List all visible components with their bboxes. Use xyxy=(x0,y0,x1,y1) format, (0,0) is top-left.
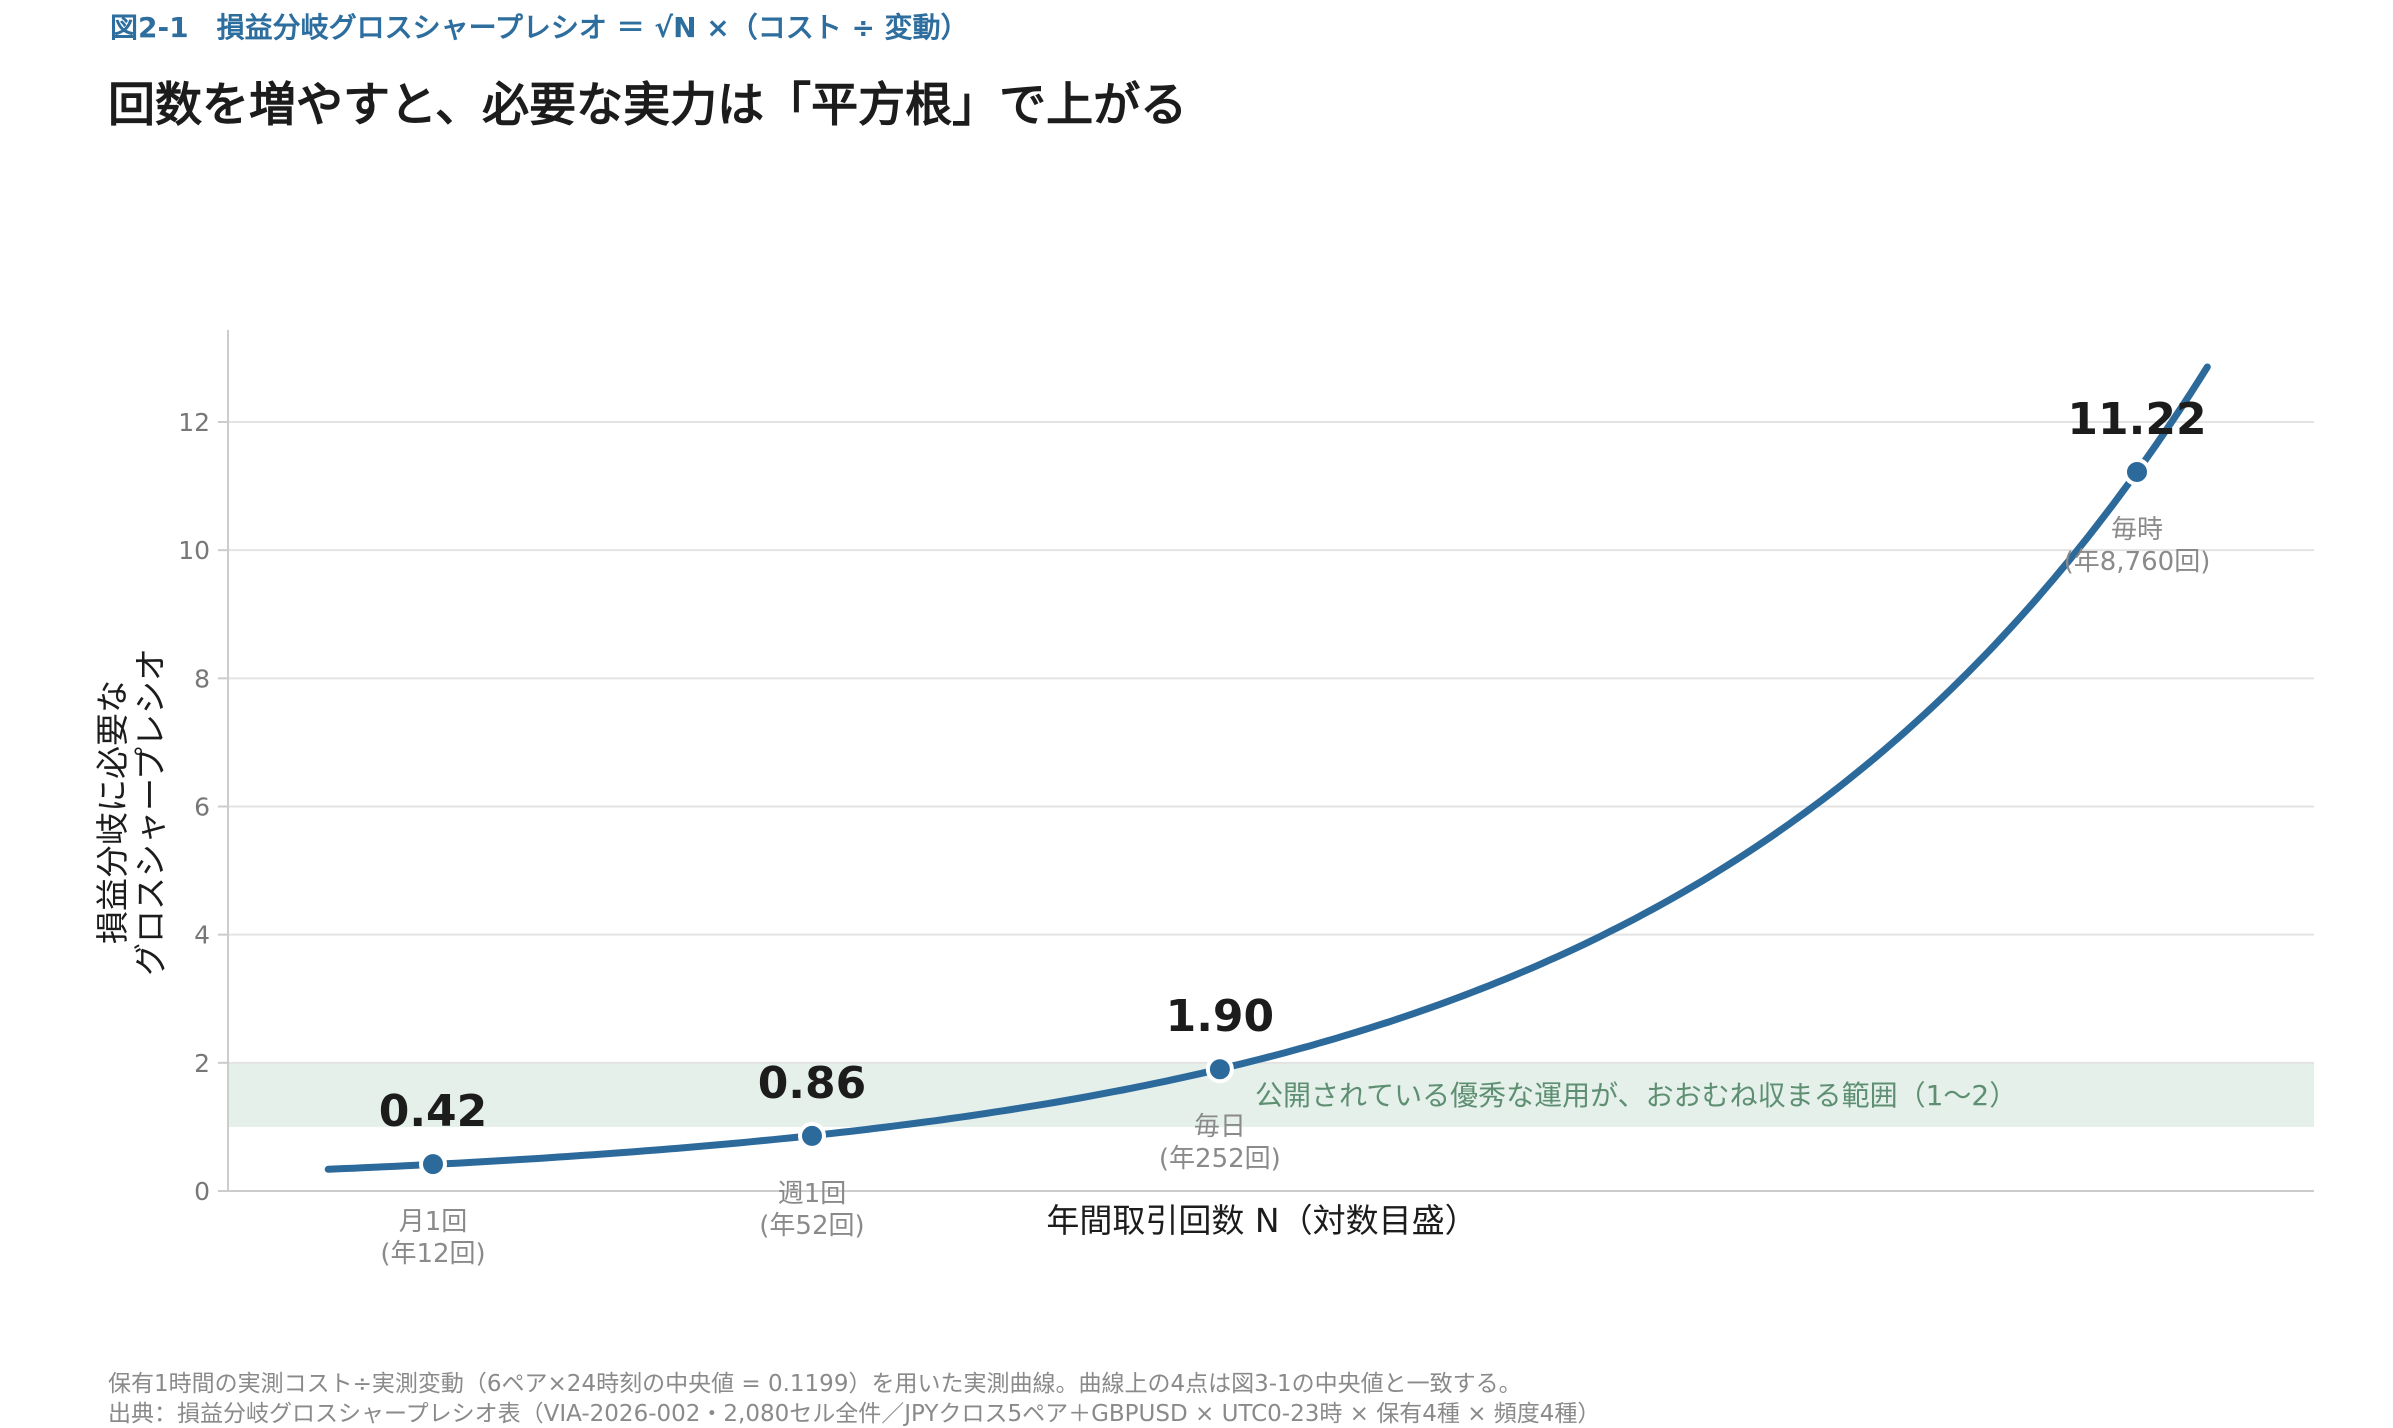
point-annotation-sub-2: (年252回) xyxy=(1159,1144,1281,1174)
data-label-3: 11.22 xyxy=(2067,394,2206,445)
y-tick-label-6: 6 xyxy=(194,793,210,822)
point-annotation-sub-1: (年52回) xyxy=(759,1211,864,1241)
data-point-0 xyxy=(419,1150,447,1179)
data-label-1: 0.86 xyxy=(758,1058,867,1109)
y-tick-label-12: 12 xyxy=(178,408,210,437)
y-axis-title-line: グロスシャープレシオ xyxy=(131,648,170,976)
data-point-3 xyxy=(2123,457,2151,486)
band-label: 公開されている優秀な運用が、おおむね収まる範囲（1〜2） xyxy=(1255,1079,2017,1112)
chart-headline: 回数を増やすと、必要な実力は「平方根」で上がる xyxy=(108,78,1188,133)
y-axis-title-line: 損益分岐に必要な xyxy=(93,680,132,944)
footnote-source: 出典：損益分岐グロスシャープレシオ表（VIA-2026-002・2,080セル全… xyxy=(108,1401,1601,1427)
figure-label: 図2-1 損益分岐グロスシャープレシオ ＝ √N ×（コスト ÷ 変動） xyxy=(110,11,969,44)
point-annotation-sub-3: (年8,760回) xyxy=(2064,547,2211,577)
point-annotation-name-2: 毎日 xyxy=(1194,1112,1246,1142)
y-tick-label-2: 2 xyxy=(194,1049,210,1078)
point-annotation-sub-0: (年12回) xyxy=(380,1239,485,1269)
y-tick-label-0: 0 xyxy=(194,1177,210,1206)
footnote-note: 保有1時間の実測コスト÷実測変動（6ペア×24時刻の中央値 = 0.1199）を… xyxy=(108,1371,1522,1397)
reference-band xyxy=(228,1062,2314,1127)
point-annotation-name-3: 毎時 xyxy=(2111,515,2163,545)
y-tick-label-4: 4 xyxy=(194,921,210,950)
point-annotation-name-1: 週1回 xyxy=(778,1179,847,1209)
point-annotation-name-0: 月1回 xyxy=(399,1207,468,1237)
data-label-2: 1.90 xyxy=(1166,991,1275,1042)
data-label-0: 0.42 xyxy=(379,1086,488,1137)
y-tick-label-8: 8 xyxy=(194,664,210,693)
y-axis-title: 損益分岐に必要なグロスシャープレシオ xyxy=(93,648,170,976)
x-axis-title: 年間取引回数 N（対数目盛） xyxy=(1046,1201,1477,1240)
y-tick-label-10: 10 xyxy=(178,536,210,565)
series-line xyxy=(324,363,2211,1173)
data-point-2 xyxy=(1205,1055,1234,1084)
data-point-1 xyxy=(797,1121,826,1150)
